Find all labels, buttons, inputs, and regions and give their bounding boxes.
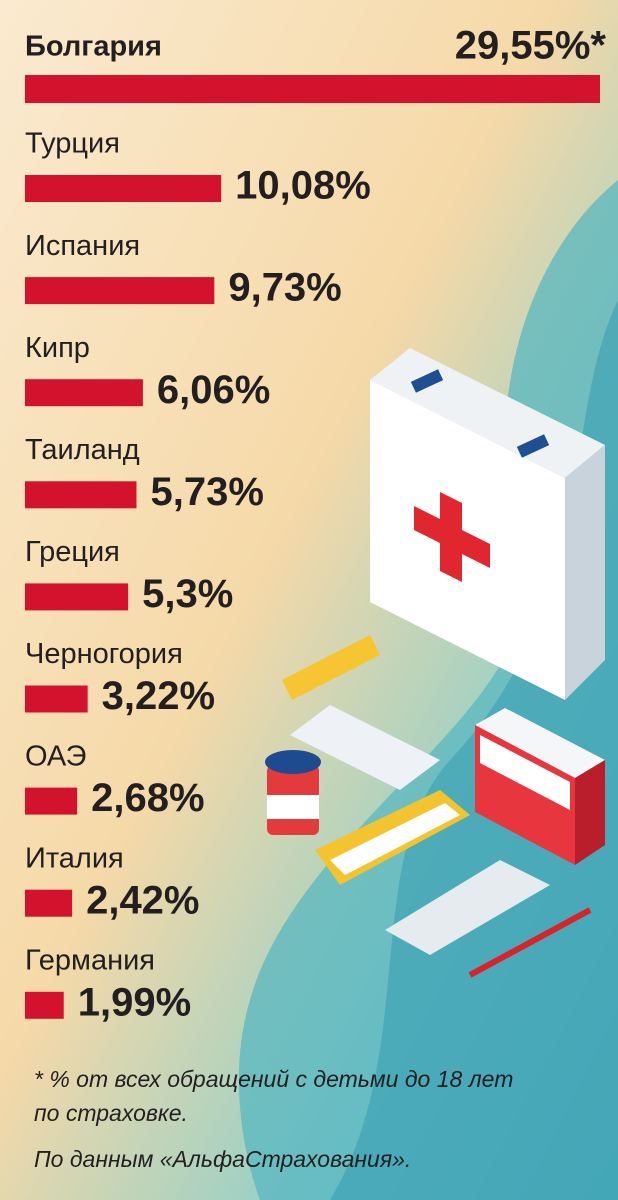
value-label: 2,68% bbox=[91, 776, 204, 820]
bar bbox=[25, 175, 222, 202]
category-label: Турция bbox=[25, 128, 120, 160]
value-label: 6,06% bbox=[157, 368, 270, 412]
category-label: Германия bbox=[25, 944, 155, 976]
footnote: * % от всех обращений с детьми до 18 лет… bbox=[34, 1066, 514, 1126]
value-label: 3,22% bbox=[102, 674, 215, 718]
category-label: Черногория bbox=[25, 638, 183, 670]
category-label: Испания bbox=[25, 230, 140, 262]
category-label: Италия bbox=[25, 842, 124, 874]
footnotes: * % от всех обращений с детьми до 18 лет… bbox=[34, 1062, 534, 1188]
medicine-box bbox=[475, 708, 605, 865]
bar bbox=[25, 583, 129, 611]
value-label: 10,08% bbox=[235, 164, 371, 208]
bar bbox=[25, 991, 64, 1019]
value-label: 2,42% bbox=[86, 878, 199, 922]
value-label: 1,99% bbox=[78, 980, 191, 1024]
jar bbox=[265, 750, 321, 835]
bar bbox=[25, 481, 137, 509]
value-label: 9,73% bbox=[228, 266, 341, 310]
value-label: 29,55%* bbox=[455, 24, 607, 68]
footnote: По данным «АльфаСтрахования». bbox=[34, 1146, 412, 1172]
pills bbox=[282, 635, 592, 978]
bar bbox=[25, 787, 78, 815]
water-deep bbox=[330, 300, 618, 1200]
bar bbox=[25, 277, 215, 305]
category-label: ОАЭ bbox=[25, 740, 86, 772]
category-label: Болгария bbox=[25, 31, 162, 63]
bar bbox=[25, 889, 73, 917]
bar bbox=[25, 379, 143, 407]
bar bbox=[25, 685, 88, 713]
category-label: Греция bbox=[25, 536, 120, 568]
first-aid-kit bbox=[370, 348, 605, 700]
bar bbox=[25, 75, 600, 103]
category-label: Кипр bbox=[25, 332, 90, 364]
value-label: 5,73% bbox=[150, 470, 263, 514]
category-label: Таиланд bbox=[25, 434, 140, 466]
value-label: 5,3% bbox=[142, 572, 233, 616]
